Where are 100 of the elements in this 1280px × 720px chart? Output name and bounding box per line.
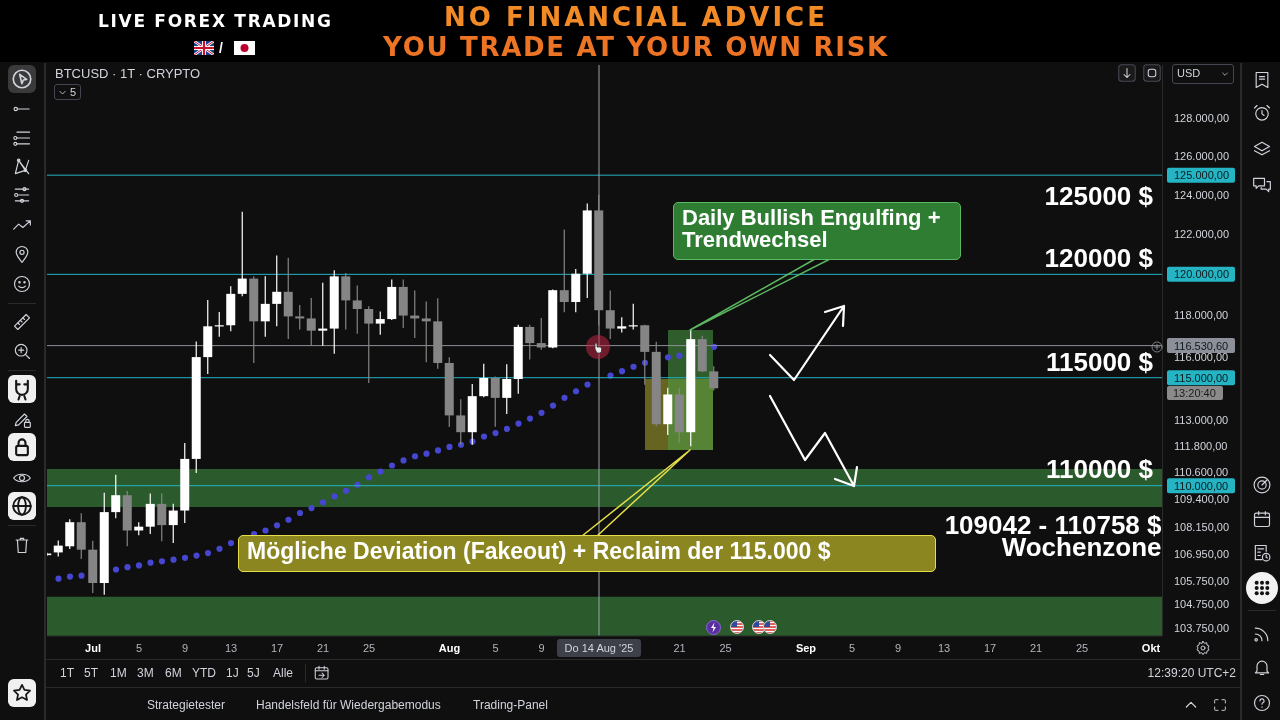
point <box>664 354 672 361</box>
ref-line-label: Do 14 Aug '25 <box>564 642 634 654</box>
candlestick <box>502 363 512 415</box>
point <box>630 363 637 370</box>
x-tick-label: Aug <box>438 642 461 654</box>
candlestick <box>111 474 121 519</box>
x-tick-label: Okt <box>1141 642 1161 654</box>
x-tick-label: 25 <box>719 642 732 654</box>
point <box>584 381 591 388</box>
point <box>331 493 338 500</box>
point <box>572 388 580 395</box>
text: 1J <box>226 666 239 680</box>
point <box>170 556 177 563</box>
point <box>158 558 166 565</box>
candlestick <box>559 229 569 313</box>
x-tick-label: 5 <box>492 642 499 654</box>
candlestick <box>364 305 374 384</box>
candlestick <box>237 211 247 297</box>
point <box>423 450 430 457</box>
point <box>515 420 522 427</box>
x-tick-label: Sep <box>795 642 817 654</box>
point <box>618 368 626 375</box>
annotation: 110000 $ <box>1045 454 1153 485</box>
point <box>676 352 683 359</box>
annotation: 120000 $ <box>1043 243 1153 274</box>
candlestick <box>421 301 431 363</box>
ref-line-label: 115.000,00 <box>1174 371 1229 384</box>
y-tick-label: 103.750,00 <box>1174 621 1230 634</box>
point <box>227 540 235 547</box>
point <box>55 575 62 582</box>
y-tick-label: 106.950,00 <box>1174 548 1230 560</box>
y-tick-label: 126.000,00 <box>1174 149 1230 162</box>
candlestick <box>479 363 489 398</box>
x-tick-label: 13 <box>224 642 238 654</box>
ref-line-label: 125.000,00 <box>1174 169 1230 182</box>
candlestick <box>168 503 178 544</box>
point <box>204 550 212 557</box>
point <box>262 527 269 534</box>
candlestick <box>272 254 282 327</box>
point <box>112 566 120 573</box>
candlestick <box>295 304 305 331</box>
point <box>124 564 131 571</box>
point <box>549 402 557 409</box>
y-tick-label: 109.400,00 <box>1174 492 1230 505</box>
x-tick-label: 25 <box>362 642 376 654</box>
text: NO FINANCIAL ADVICE <box>444 2 828 32</box>
point <box>285 516 292 523</box>
annotation: Daily Bullish Engulfing + Trendwechsel <box>682 205 942 252</box>
y-tick-label: 122.000,00 <box>1174 228 1230 241</box>
text: Strategietester <box>147 698 226 712</box>
point <box>434 447 442 454</box>
point <box>526 415 534 422</box>
y-tick-label: 111.800,00 <box>1174 440 1228 453</box>
x-tick-label: 17 <box>270 642 284 654</box>
point <box>147 559 154 566</box>
text: 6M <box>165 666 182 680</box>
candlestick <box>145 492 155 535</box>
y-tick-label: 105.750,00 <box>1174 575 1230 588</box>
x-tick-label: 17 <box>983 642 997 654</box>
point <box>388 462 396 469</box>
point <box>66 573 74 580</box>
x-tick-label: 9 <box>538 642 545 654</box>
text: 3M <box>137 666 154 680</box>
point <box>503 425 511 433</box>
point <box>78 572 85 579</box>
chart-title: BTCUSD · 1T · CRYPTO <box>55 66 201 81</box>
text: YTD <box>192 666 216 680</box>
point <box>480 433 488 440</box>
x-tick-label: 5 <box>135 642 143 654</box>
x-tick-label: 9 <box>181 642 189 654</box>
x-tick-label: 25 <box>1075 642 1089 654</box>
y-tick-label: 108.150,00 <box>1174 520 1230 533</box>
x-tick-label: 21 <box>316 642 330 654</box>
ref-line-label: 110.000,00 <box>1174 479 1229 492</box>
band-label: 109042 - 110758 $ Wochenzone <box>943 512 1162 562</box>
candlestick <box>260 275 270 338</box>
text: 5J <box>247 666 260 680</box>
y-tick-label: 124.000,00 <box>1174 188 1230 201</box>
text: / <box>219 40 223 56</box>
ref-line-label: 116.530,60 <box>1174 339 1229 352</box>
point <box>296 509 304 517</box>
candlestick <box>490 375 500 428</box>
point <box>135 562 143 569</box>
text: Handelsfeld für Wiedergabemodus <box>256 698 441 712</box>
text: 1T <box>60 666 75 680</box>
point <box>273 522 281 529</box>
candlestick <box>352 284 362 335</box>
annotation: 5 <box>70 86 77 98</box>
candlestick <box>525 324 535 361</box>
candlestick <box>456 398 466 446</box>
point <box>181 554 189 561</box>
text: 12:39:20 UTC+2 <box>1146 666 1236 680</box>
point <box>492 429 499 437</box>
text: LIVE FOREX TRADING <box>98 11 333 31</box>
text: 5T <box>84 666 99 680</box>
point <box>319 499 327 506</box>
y-tick-label: 118.000,00 <box>1174 309 1229 322</box>
annotation: 115000 $ <box>1045 347 1153 378</box>
y-tick-label: 104.750,00 <box>1174 598 1230 611</box>
x-tick-label: Jul <box>85 642 101 654</box>
